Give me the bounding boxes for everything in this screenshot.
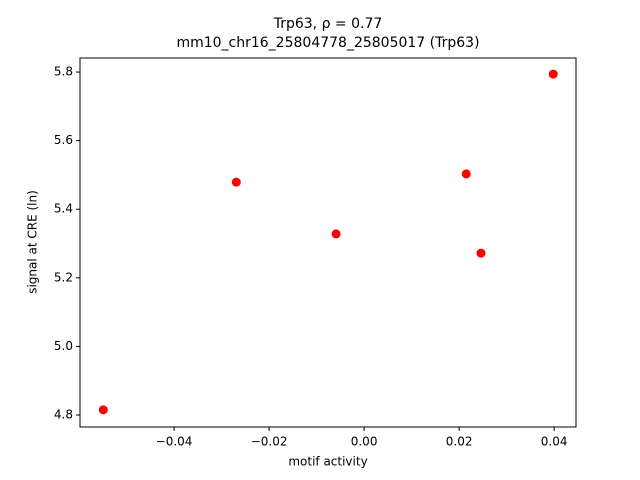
y-axis-label: signal at CRE (ln) <box>26 190 40 294</box>
x-tick-label: 0.04 <box>541 435 568 449</box>
x-tick-label: −0.04 <box>156 435 193 449</box>
chart-subtitle: mm10_chr16_25804778_25805017 (Trp63) <box>176 35 479 51</box>
point <box>461 169 471 179</box>
x-tick-label: −0.02 <box>251 435 288 449</box>
point <box>231 177 241 187</box>
y-tick-label: 5.8 <box>54 65 73 79</box>
x-axis-label: motif activity <box>288 455 367 469</box>
y-tick-label: 5.6 <box>54 133 73 147</box>
point <box>331 229 341 239</box>
point <box>476 248 486 258</box>
chart-title: Trp63, ρ = 0.77 <box>273 16 383 32</box>
x-tick-label: 0.02 <box>446 435 473 449</box>
x-tick-label: 0.00 <box>351 435 378 449</box>
y-tick-label: 5.4 <box>54 202 73 216</box>
y-tick-label: 5.0 <box>54 339 73 353</box>
plot-frame <box>79 57 577 428</box>
y-tick-label: 4.8 <box>54 407 73 421</box>
point <box>548 69 558 79</box>
y-tick-label: 5.2 <box>54 270 73 284</box>
point <box>98 405 108 415</box>
